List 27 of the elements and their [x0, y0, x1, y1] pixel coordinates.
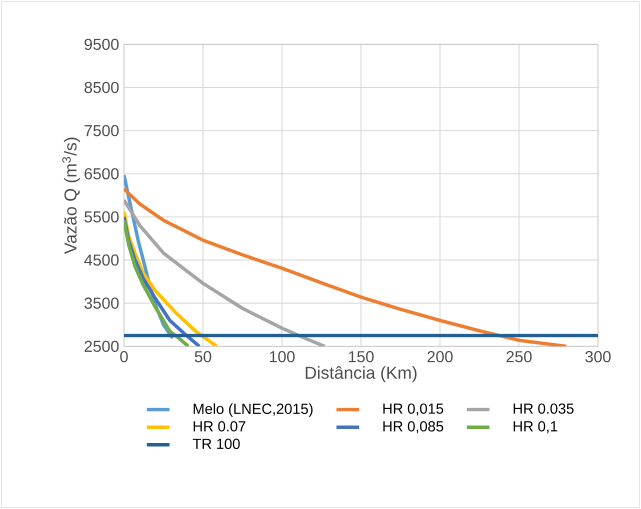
y-tick-label: 8500 [84, 82, 119, 94]
line-series [124, 198, 326, 346]
y-tick-label: 3500 [84, 298, 119, 309]
y-tick-label: 7500 [84, 124, 119, 136]
y-tick-label: 4500 [84, 254, 119, 266]
x-tick-label: 300 [585, 351, 611, 362]
x-tick-label: 200 [427, 351, 453, 362]
legend-label: HR 0,1 [514, 421, 558, 434]
x-tick-label: 50 [194, 351, 212, 362]
line-series [124, 218, 190, 346]
line-series [124, 187, 568, 346]
legend-label: HR 0.035 [514, 403, 574, 414]
x-tick-label: 0 [120, 351, 128, 362]
legend-label: HR 0.07 [194, 421, 246, 432]
x-tick-label: 250 [506, 351, 532, 362]
legend-label: HR 0,085 [383, 421, 444, 434]
legend-label: TR 100 [192, 438, 240, 449]
y-tick-label: 6500 [84, 168, 119, 180]
x-tick-label: 150 [348, 351, 374, 362]
y-tick-label: 2500 [84, 340, 119, 352]
legend-label: Melo (LNEC,2015) [194, 403, 313, 417]
x-axis-title: Distância (Km) [306, 366, 417, 382]
x-tick-label: 100 [270, 351, 295, 362]
y-tick-label: 5500 [84, 211, 119, 223]
y-axis-title: Vazão Q (m$^{3}$/s) [62, 138, 80, 254]
y-tick-label: 9500 [84, 38, 119, 50]
legend-label: HR 0,015 [383, 403, 444, 416]
